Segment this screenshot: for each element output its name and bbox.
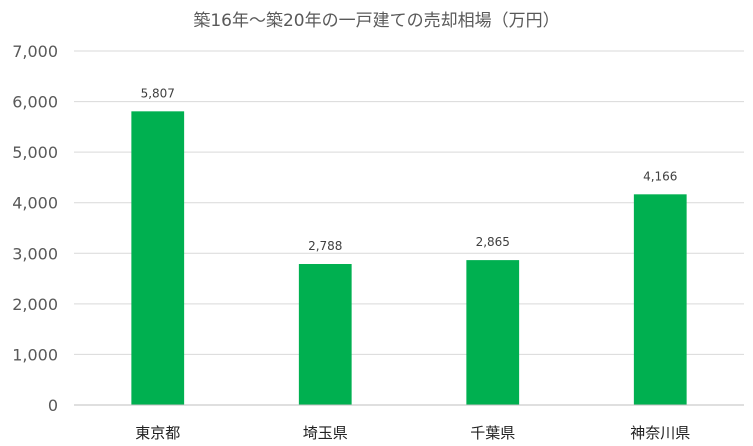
chart-title: 築16年～築20年の一戸建ての売却相場（万円）: [193, 11, 560, 31]
x-tick-label: 埼玉県: [303, 424, 348, 442]
y-tick-label: 4,000: [12, 194, 58, 213]
bar: [298, 264, 352, 405]
y-tick-label: 5,000: [12, 143, 58, 162]
data-label: 2,788: [308, 239, 342, 253]
x-tick-label: 東京都: [135, 424, 180, 442]
data-label: 2,865: [476, 235, 510, 249]
y-tick-label: 6,000: [12, 93, 58, 112]
data-label: 4,166: [643, 169, 677, 183]
y-tick-label: 1,000: [12, 345, 58, 364]
x-tick-label: 神奈川県: [630, 424, 690, 442]
data-label: 5,807: [141, 86, 175, 100]
bar: [131, 111, 185, 405]
y-tick-label: 2,000: [12, 295, 58, 314]
y-tick-label: 7,000: [12, 42, 58, 61]
y-tick-label: 3,000: [12, 244, 58, 263]
y-tick-label: 0: [48, 396, 58, 415]
x-tick-label: 千葉県: [470, 424, 515, 442]
bar: [466, 260, 520, 405]
bar: [633, 194, 687, 405]
